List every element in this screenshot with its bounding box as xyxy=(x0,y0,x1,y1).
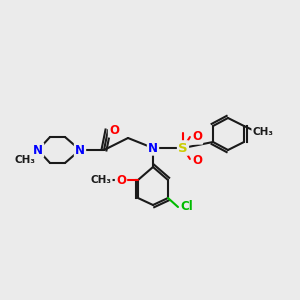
Text: O: O xyxy=(192,154,202,167)
Text: CH₃: CH₃ xyxy=(14,155,35,165)
Text: O: O xyxy=(116,173,126,187)
Text: O: O xyxy=(192,130,202,143)
Text: CH₃: CH₃ xyxy=(91,175,112,185)
Text: O: O xyxy=(109,124,119,136)
Text: CH₃: CH₃ xyxy=(253,127,274,137)
Text: S: S xyxy=(178,142,188,154)
Text: N: N xyxy=(75,143,85,157)
Text: N: N xyxy=(33,143,43,157)
Text: Cl: Cl xyxy=(181,200,194,214)
Text: N: N xyxy=(148,142,158,154)
